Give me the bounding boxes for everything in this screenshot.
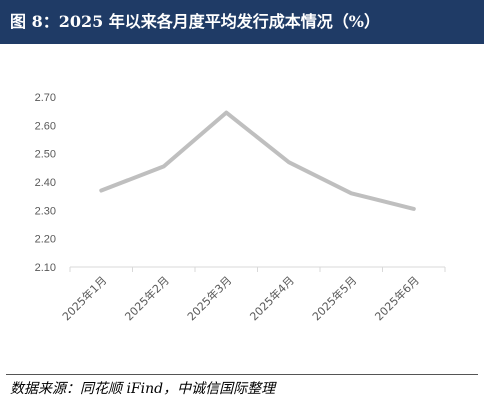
y-tick-label: 2.30 (35, 205, 56, 217)
y-tick-label: 2.60 (35, 120, 56, 132)
chart-title: 图 8：2025 年以来各月度平均发行成本情况（%） (10, 12, 381, 31)
y-tick-label: 2.70 (35, 92, 56, 104)
x-tick-label: 2025年3月 (184, 273, 234, 323)
y-tick-label: 2.40 (35, 177, 56, 189)
series-line (99, 110, 416, 211)
footer-divider (6, 374, 478, 375)
y-tick-label: 2.50 (35, 149, 56, 161)
x-tick-label: 2025年1月 (59, 273, 109, 323)
x-tick-label: 2025年6月 (372, 273, 422, 323)
y-tick-label: 2.10 (35, 262, 56, 274)
x-tick-label: 2025年4月 (247, 273, 297, 323)
x-tick-label: 2025年2月 (122, 273, 172, 323)
chart-title-bar: 图 8：2025 年以来各月度平均发行成本情况（%） (0, 0, 484, 44)
y-tick-label: 2.20 (35, 234, 56, 246)
x-tick-label: 2025年5月 (309, 273, 359, 323)
data-source-note: 数据来源：同花顺 iFind，中诚信国际整理 (10, 381, 276, 397)
